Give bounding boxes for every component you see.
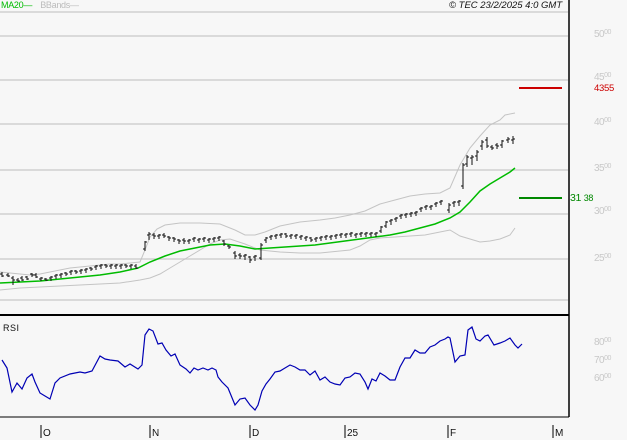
price-axis-label: 4000 xyxy=(594,117,611,128)
rsi-title: RSI xyxy=(3,323,20,333)
copyright-timestamp: © TEC 23/2/2025 4:0 GMT xyxy=(449,0,563,11)
ohlc-bars xyxy=(0,136,515,285)
price-axis-label: 5000 xyxy=(594,29,611,40)
price-axis-label: 4500 xyxy=(594,72,611,83)
x-axis-label-feb: F xyxy=(450,428,457,439)
support-label: 31 38 xyxy=(570,192,594,204)
price-axis-label: 2500 xyxy=(594,253,611,264)
ma20-line xyxy=(0,167,516,284)
legend-bbands: BBands xyxy=(40,0,70,10)
price-axis-label: 3500 xyxy=(594,163,611,174)
bband-upper-line xyxy=(0,112,516,276)
rsi-axis-label: 6000 xyxy=(594,373,611,384)
price-gridlines xyxy=(0,11,568,301)
legend-bbands-swatch-icon: — xyxy=(69,0,79,10)
x-axis-label-nov: N xyxy=(152,428,160,439)
x-axis-label-oct: O xyxy=(43,428,51,439)
rsi-line xyxy=(1,326,523,411)
legend-ma20: MA20 xyxy=(1,0,24,10)
chart-legend: MA20— BBands— xyxy=(1,0,79,10)
x-axis-label-dec: D xyxy=(252,428,260,439)
rsi-axis-label: 8000 xyxy=(594,337,611,348)
rsi-axis-label: 7000 xyxy=(594,355,611,366)
x-axis-label-mar: M xyxy=(555,428,564,439)
legend-ma20-swatch-icon: — xyxy=(23,0,33,10)
x-axis-label-2025: 25 xyxy=(347,428,359,439)
resistance-label: 4355 xyxy=(594,83,614,94)
bband-lower-line xyxy=(0,227,516,291)
price-axis-label: 3000 xyxy=(594,206,611,217)
